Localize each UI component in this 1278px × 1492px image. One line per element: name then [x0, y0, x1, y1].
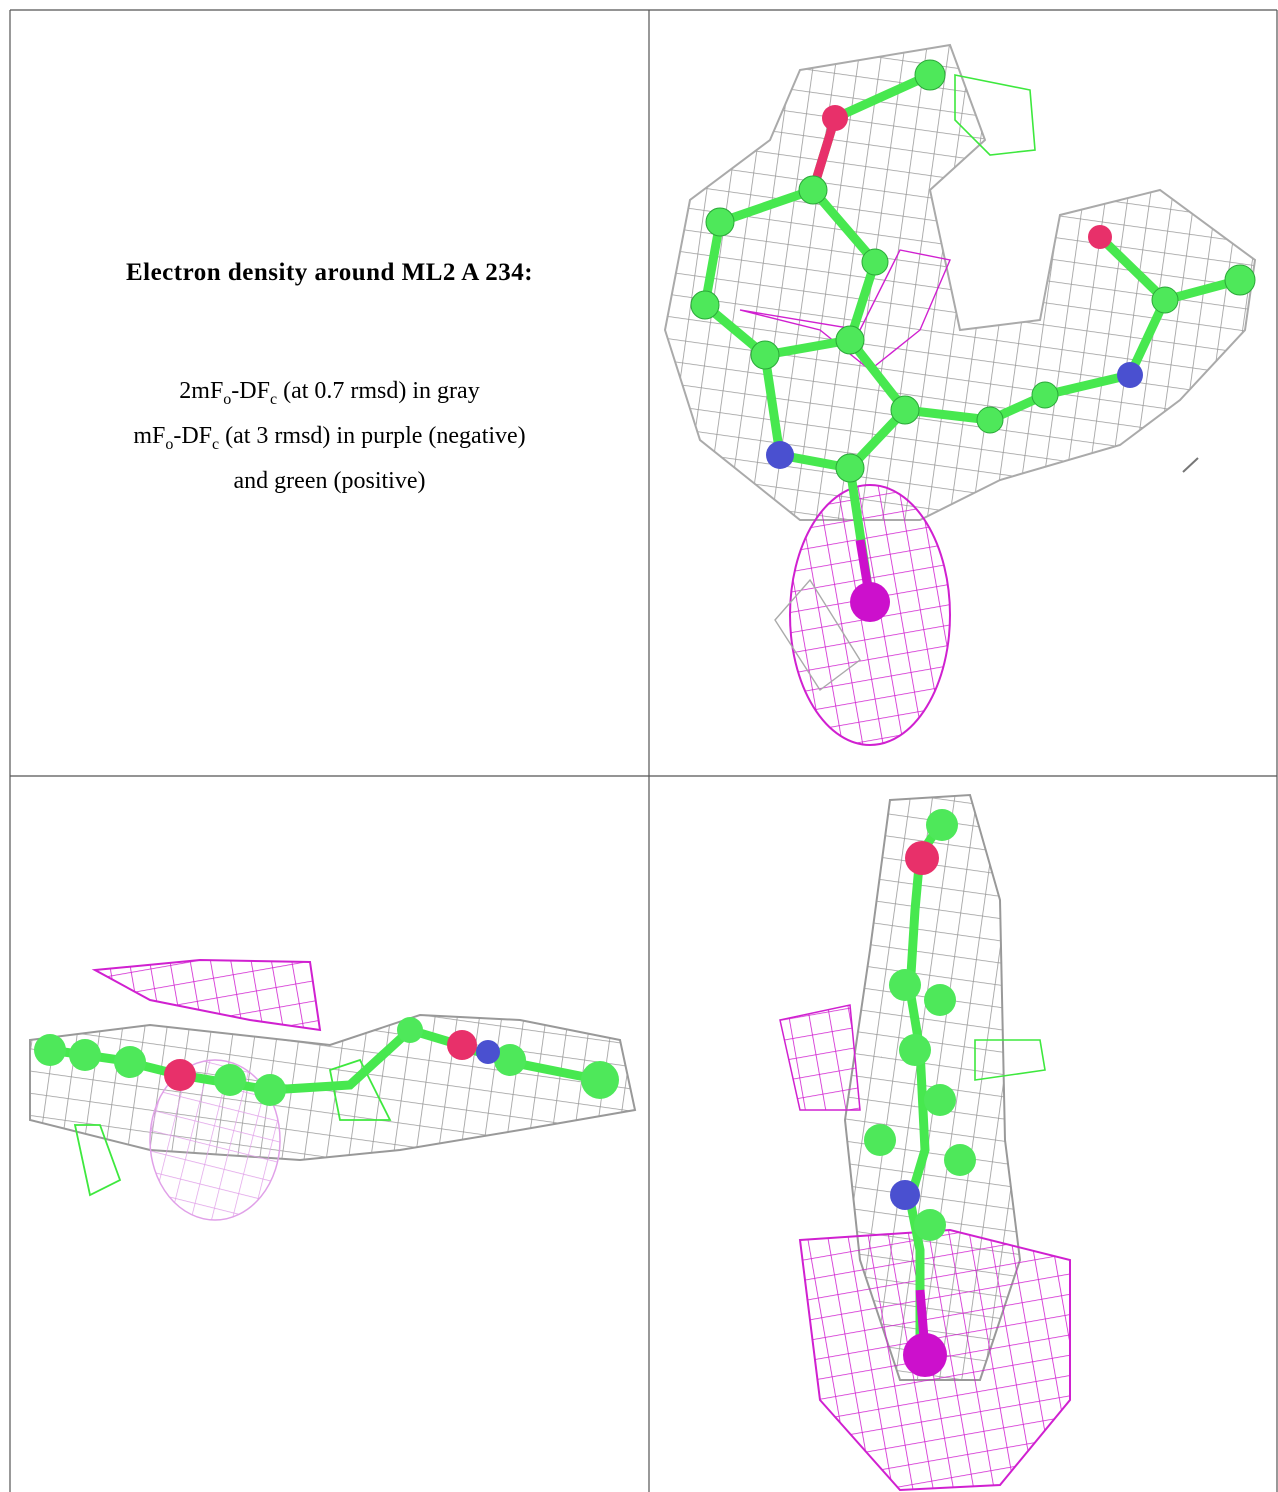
text: (at 3 rmsd) in purple (negative) — [219, 423, 526, 449]
caption-cell: Electron density around ML2 A 234: 2mFo-… — [11, 11, 648, 775]
text: and green (positive) — [234, 468, 426, 494]
text: -DF — [231, 378, 270, 404]
text: mF — [133, 423, 165, 449]
density-view-top — [780, 795, 1070, 1490]
legend-line: mFo-DFc (at 3 rmsd) in purple (negative) — [11, 418, 648, 463]
legend-line: 2mFo-DFc (at 0.7 rmsd) in gray — [11, 373, 648, 418]
text: (at 0.7 rmsd) in gray — [277, 378, 480, 404]
density-view-side — [30, 960, 635, 1220]
density-view-front — [665, 45, 1255, 745]
caption-legend: 2mFo-DFc (at 0.7 rmsd) in gray mFo-DFc (… — [11, 373, 648, 500]
text: -DF — [173, 423, 212, 449]
text: 2mF — [179, 378, 223, 404]
caption-title: Electron density around ML2 A 234: — [11, 259, 648, 287]
page: Electron density around ML2 A 234: 2mFo-… — [0, 0, 1278, 1492]
subscript: c — [270, 391, 277, 408]
legend-line: and green (positive) — [11, 463, 648, 500]
